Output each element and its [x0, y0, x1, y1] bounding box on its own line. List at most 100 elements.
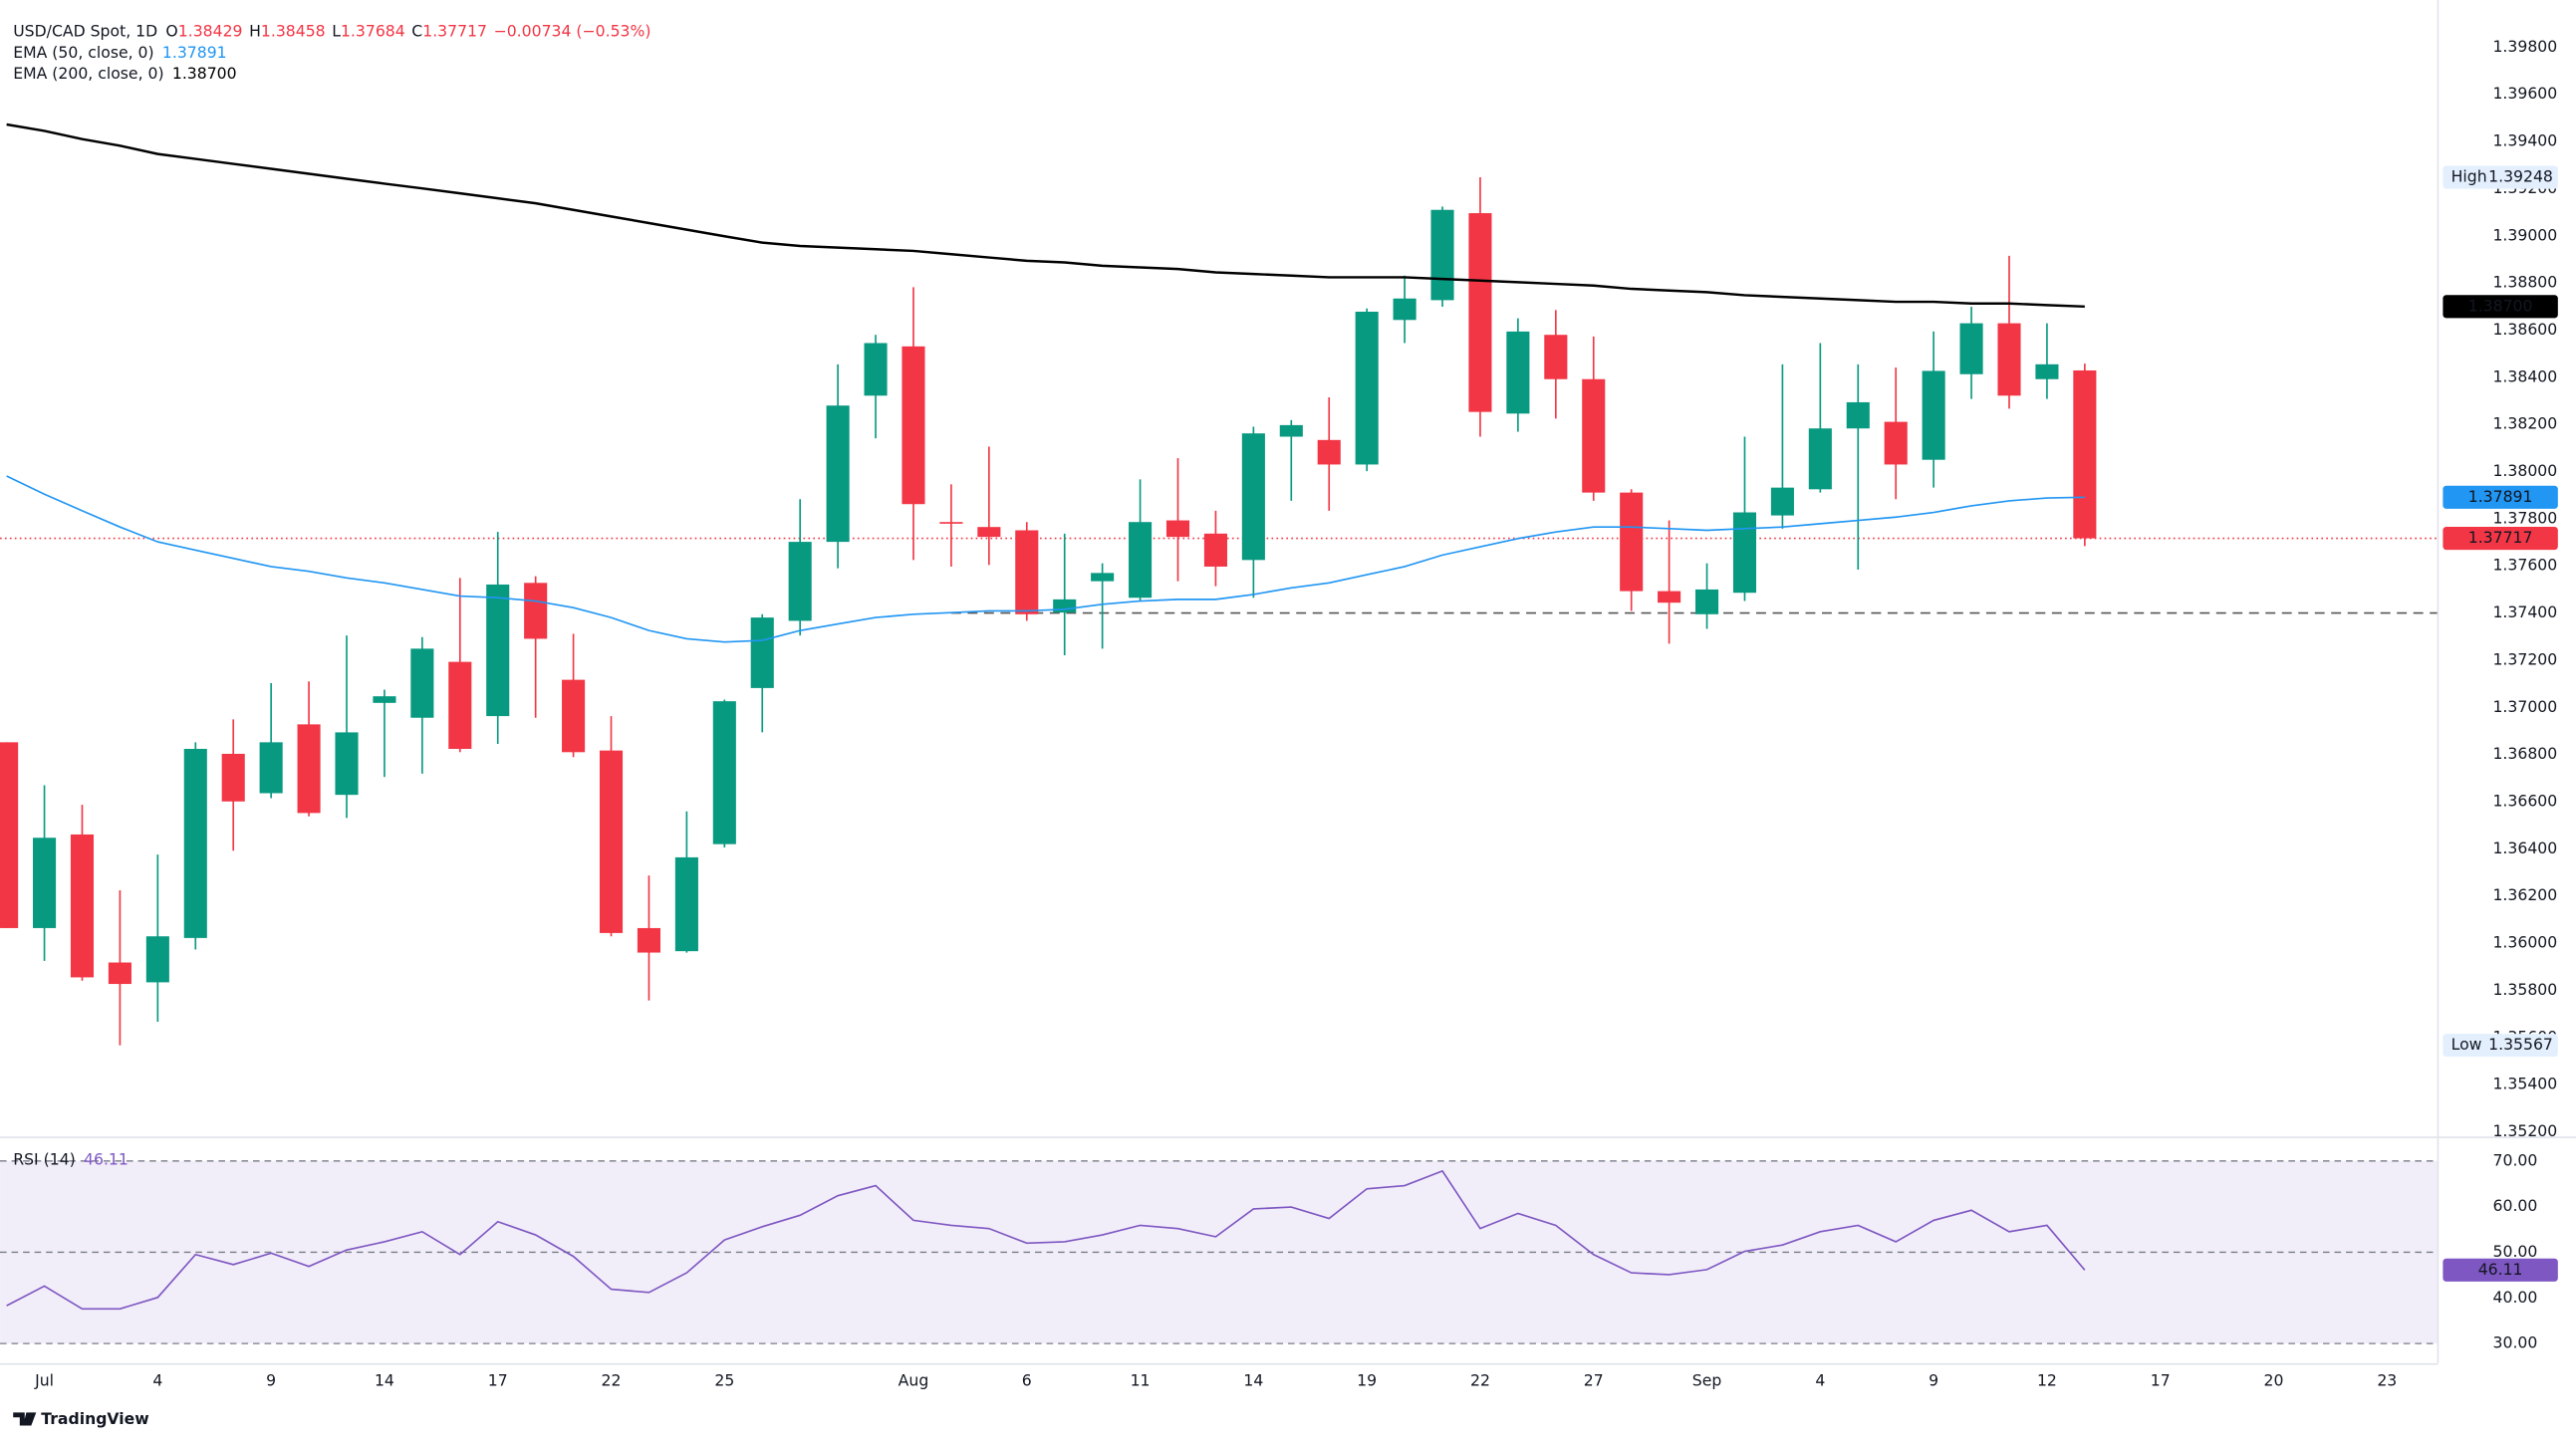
rsi-badge-bg: [2443, 1258, 2558, 1282]
legend-value: 1.38458: [261, 21, 326, 40]
x-tick-label: Sep: [1692, 1370, 1722, 1389]
candle-body: [1959, 323, 1983, 374]
high-badge-bg: [2443, 165, 2558, 189]
candle-body: [1658, 591, 1681, 603]
candle-body: [221, 753, 245, 802]
candle-body: [2035, 363, 2059, 379]
x-tick-label: 23: [2377, 1370, 2397, 1389]
x-tick-label: 27: [1584, 1370, 1604, 1389]
logo-text: TradingView: [41, 1409, 148, 1428]
candle-body: [1808, 428, 1832, 490]
legend-ema50: EMA (50, close, 0) 1.37891: [13, 42, 226, 61]
ema-line: [6, 122, 2085, 309]
candle-body: [902, 346, 925, 505]
x-tick-label: 4: [152, 1370, 162, 1389]
legend-label: L: [332, 21, 341, 40]
y-tick-label: 1.36000: [2492, 933, 2557, 952]
candle-body: [410, 648, 434, 718]
candle-body: [335, 732, 359, 796]
legend-value: 1.37684: [341, 21, 405, 40]
y-tick-label: 1.37200: [2492, 649, 2557, 668]
close-badge: 1.37717: [2468, 528, 2533, 547]
y-tick-label: 1.36400: [2492, 839, 2557, 857]
candle-body: [1770, 487, 1794, 516]
legend-ohlc: USD/CAD Spot, 1D O1.38429 H1.38458 L1.37684…: [13, 21, 650, 40]
candle-body: [1732, 512, 1757, 594]
candle-body: [1015, 530, 1039, 614]
legend-value: 1.37891: [162, 42, 227, 61]
ema50-badge: 1.37891: [2468, 487, 2533, 506]
candle-body: [33, 838, 57, 928]
plot-area: [0, 122, 2439, 1344]
y-tick-label: 1.38000: [2492, 461, 2557, 480]
ema50-badge-bg: [2443, 485, 2558, 509]
candle-body: [1430, 209, 1454, 301]
legend-value: 46.11: [84, 1149, 129, 1168]
candle-body: [1203, 533, 1227, 567]
candle-body: [750, 617, 774, 688]
candle-body: [1393, 298, 1417, 321]
close-badge-bg: [2443, 527, 2558, 551]
legend-value: 1.38429: [178, 21, 243, 40]
x-tick-label: Jul: [34, 1370, 54, 1389]
ema200-badge: 1.38700: [2468, 296, 2533, 315]
candle-body: [977, 527, 1001, 538]
y-tick-label: 1.37400: [2492, 602, 2557, 621]
candle-body: [373, 696, 396, 703]
x-tick-label: 9: [1929, 1370, 1938, 1389]
x-tick-label: 4: [1815, 1370, 1825, 1389]
y-tick-label: 1.39000: [2492, 225, 2557, 244]
candle-body: [674, 856, 698, 952]
y-tick-label: 1.38600: [2492, 320, 2557, 339]
candle-body: [864, 343, 888, 396]
candle-body: [1695, 589, 1719, 614]
candle-body: [486, 584, 510, 717]
y-tick-label: 1.39800: [2492, 37, 2557, 56]
legend-entry: EMA (200, close, 0): [13, 64, 163, 83]
candle-body: [70, 834, 95, 978]
x-tick-label: 14: [375, 1370, 394, 1389]
candle-body: [788, 542, 812, 621]
candle-body: [826, 405, 850, 543]
y-tick-label: 1.35200: [2492, 1121, 2557, 1140]
y-tick-label: 1.37600: [2492, 556, 2557, 575]
rsi-tick-label: 60.00: [2493, 1196, 2538, 1215]
y-tick-label: 1.38200: [2492, 414, 2557, 433]
y-tick-label: 1.35800: [2492, 980, 2557, 999]
ema-line: [6, 475, 2085, 643]
candle-body: [1241, 433, 1265, 561]
chart-title: USD/CAD Spot, 1D: [13, 21, 157, 40]
candle-body: [1922, 370, 1945, 460]
x-tick-label: 22: [1470, 1370, 1490, 1389]
candle-body: [524, 583, 548, 639]
x-tick-label: 17: [488, 1370, 508, 1389]
low-badge: 1.35567: [2488, 1035, 2553, 1054]
legend-label: H: [249, 21, 261, 40]
logo-mark: [13, 1412, 37, 1426]
x-tick-label: 22: [602, 1370, 622, 1389]
y-tick-label: 1.38400: [2492, 366, 2557, 385]
candle-body: [1544, 335, 1568, 379]
candle-body: [1846, 401, 1870, 429]
rsi-tick-label: 40.00: [2493, 1288, 2538, 1307]
candle-body: [1317, 439, 1341, 465]
candle-body: [599, 750, 624, 933]
x-tick-label: 19: [1357, 1370, 1377, 1389]
y-tick-label: 1.37000: [2492, 697, 2557, 716]
legend-entry: EMA (50, close, 0): [13, 42, 153, 61]
candle-body: [1997, 323, 2021, 396]
candle-body: [1355, 312, 1379, 465]
rsi-badge: 46.11: [2478, 1260, 2523, 1279]
high-badge: 1.39248: [2488, 167, 2553, 186]
candle-body: [637, 927, 661, 953]
candle-body: [939, 522, 963, 524]
candle-body: [712, 701, 736, 844]
y-tick-label: 1.36200: [2492, 885, 2557, 904]
y-tick-label: 1.36800: [2492, 744, 2557, 763]
candle-body: [2073, 369, 2097, 539]
candle-body: [1468, 213, 1492, 412]
x-tick-label: 11: [1131, 1370, 1151, 1389]
legend-value: 1.37717: [422, 21, 487, 40]
